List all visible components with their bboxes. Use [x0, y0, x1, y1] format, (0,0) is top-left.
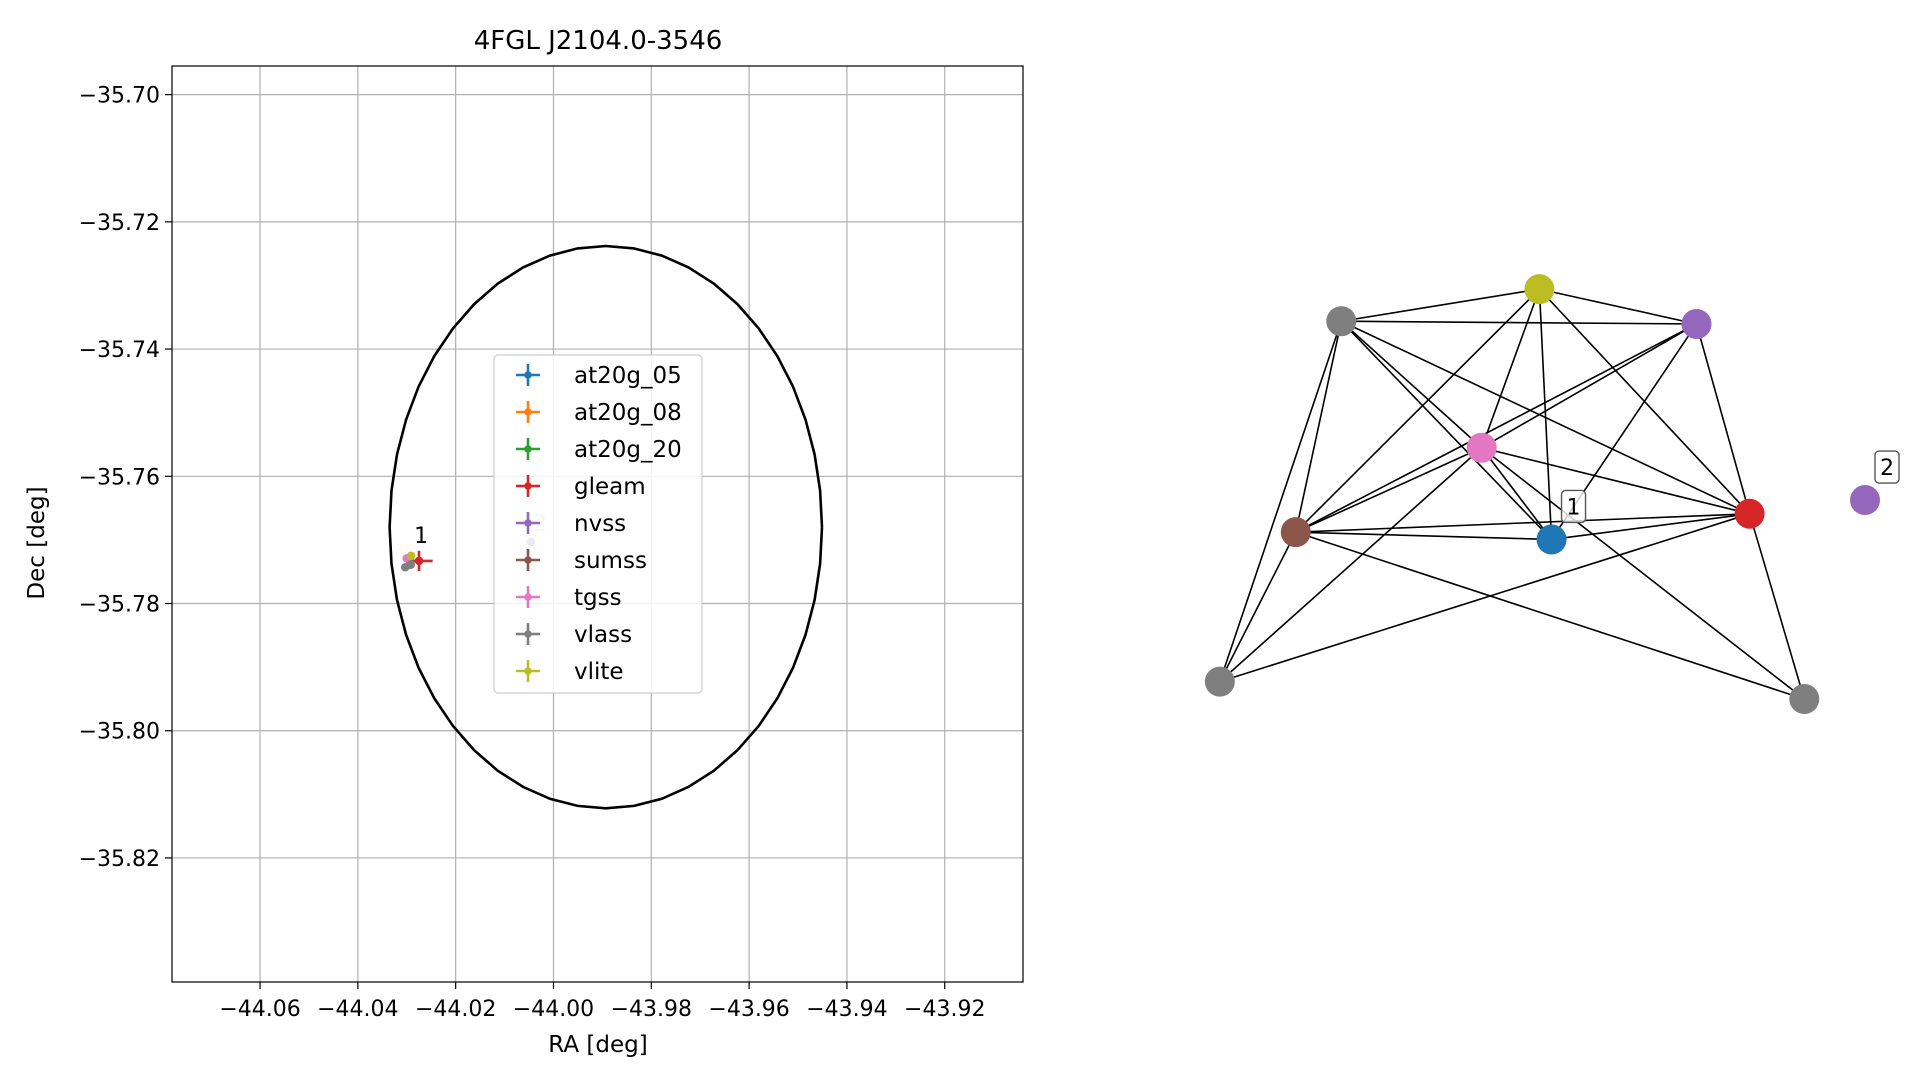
- legend-swatch-dot: [524, 482, 532, 490]
- graph-edge: [1340, 320, 1553, 541]
- graph-node-vlass_a: [1326, 306, 1357, 337]
- y-tick-label: −35.72: [79, 211, 160, 236]
- vlass-point: [406, 560, 415, 570]
- x-tick-label: −43.96: [708, 997, 789, 1022]
- graph-edge: [1295, 447, 1483, 533]
- graph-edge: [1695, 323, 1751, 515]
- legend-label: at20g_20: [574, 437, 682, 463]
- graph-edge: [1219, 513, 1750, 683]
- legend-label: at20g_08: [574, 400, 682, 426]
- y-axis-ticks: −35.70 −35.72 −35.74 −35.76 −35.78 −35.80 −35.…: [79, 84, 172, 872]
- graph-node-nvss: [1681, 308, 1712, 339]
- chart-title: 4FGL J2104.0-3546: [474, 26, 723, 56]
- graph-edge: [1538, 289, 1553, 540]
- legend-label: at20g_05: [574, 363, 682, 389]
- graph-edge: [1481, 447, 1553, 540]
- legend-swatch-dot: [524, 408, 532, 416]
- y-tick-label: −35.78: [79, 593, 160, 618]
- x-tick-label: −43.94: [806, 997, 887, 1022]
- legend-label: sumss: [574, 548, 647, 574]
- graph-node-vlass_c: [1789, 684, 1820, 715]
- graph-edge: [1341, 320, 1697, 325]
- y-tick-label: −35.82: [79, 847, 160, 872]
- graph-label-box: [1560, 489, 1587, 524]
- graph-node-vlass_b: [1204, 666, 1235, 697]
- legend-swatch-dot: [524, 630, 532, 638]
- graph-edge: [1295, 513, 1750, 533]
- graph-edge: [1341, 288, 1540, 323]
- legend-label: tgss: [574, 585, 622, 611]
- graph-edge: [1219, 531, 1297, 682]
- graph-nodes: [1204, 274, 1880, 715]
- vlite-point: [406, 551, 416, 561]
- graph-edge: [1295, 288, 1540, 533]
- graph-labels: 12: [1560, 450, 1900, 524]
- graph-edges: [1219, 288, 1806, 700]
- x-axis-ticks: −44.06 −44.04 −44.02 −44.00 −43.98 −43.96 −43.…: [219, 982, 985, 1022]
- sky-map-plot: 12 −44.06−44.04−44.02−44.00−43.98−43.96−…: [24, 26, 1024, 1058]
- legend-box: [493, 354, 703, 694]
- graph-edge: [1480, 288, 1541, 449]
- x-tick-label: −44.00: [513, 997, 594, 1022]
- legend-swatch-dot: [524, 519, 532, 527]
- graph-edge: [1551, 513, 1750, 541]
- legend-label: gleam: [574, 474, 646, 500]
- search-region: [388, 244, 824, 810]
- graph-label: 1: [1567, 495, 1581, 520]
- legend-label: vlite: [574, 659, 624, 685]
- graph-node-nvss_2: [1850, 485, 1880, 516]
- graph-node-tgss: [1466, 432, 1497, 463]
- y-tick-label: −35.76: [79, 465, 160, 490]
- graph-edge: [1340, 320, 1750, 515]
- x-tick-label: −44.04: [317, 997, 398, 1022]
- legend-swatch-dot: [524, 445, 532, 453]
- match-graph: 12: [1204, 274, 1900, 715]
- legend-swatch-dot: [524, 371, 532, 379]
- graph-edge: [1481, 446, 1750, 515]
- graph-label-box: [1874, 450, 1900, 484]
- x-tick-label: −43.92: [904, 997, 985, 1022]
- gleam-point: [414, 556, 424, 566]
- graph-edge: [1481, 447, 1805, 700]
- graph-edge: [1219, 447, 1483, 683]
- plot-frame: [171, 65, 1024, 983]
- legend-swatch-dot: [524, 593, 532, 601]
- x-tick-label: −44.02: [415, 997, 496, 1022]
- graph-edge: [1481, 323, 1697, 449]
- graph-edge: [1219, 320, 1343, 682]
- graph-label: 2: [1880, 456, 1894, 481]
- legend-swatch-dot: [524, 556, 532, 564]
- graph-node-gleam: [1734, 498, 1765, 529]
- x-tick-label: −44.06: [219, 997, 300, 1022]
- graph-edge: [1539, 288, 1697, 325]
- graph-edge: [1340, 320, 1483, 449]
- y-axis-label: Dec [deg]: [24, 486, 50, 599]
- confidence-circle: [388, 244, 824, 810]
- legend-label: vlass: [574, 622, 632, 648]
- graph-edge: [1294, 321, 1343, 533]
- y-tick-label: −35.74: [79, 338, 160, 363]
- graph-node-vlite: [1524, 274, 1555, 305]
- graph-node-sumss: [1280, 517, 1311, 548]
- y-tick-label: −35.70: [79, 84, 160, 109]
- graph-edge: [1295, 531, 1805, 700]
- graph-edge: [1295, 531, 1552, 541]
- graph-edge: [1748, 513, 1806, 700]
- annotation-label: 1: [414, 524, 428, 549]
- legend-label: nvss: [574, 511, 626, 537]
- graph-edge: [1295, 323, 1697, 533]
- graph-node-at20g_05: [1536, 524, 1567, 555]
- legend-swatch-dot: [524, 667, 532, 675]
- y-tick-label: −35.80: [79, 720, 160, 745]
- x-axis-label: RA [deg]: [548, 1032, 647, 1058]
- x-tick-label: −43.98: [611, 997, 692, 1022]
